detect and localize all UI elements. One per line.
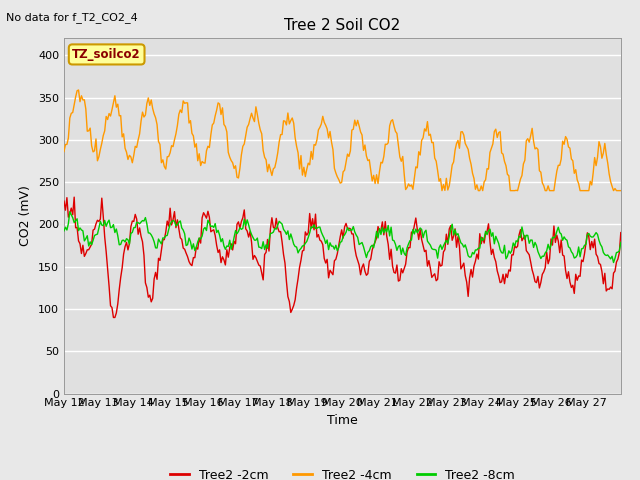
X-axis label: Time: Time xyxy=(327,414,358,427)
Title: Tree 2 Soil CO2: Tree 2 Soil CO2 xyxy=(284,18,401,33)
Legend: Tree2 -2cm, Tree2 -4cm, Tree2 -8cm: Tree2 -2cm, Tree2 -4cm, Tree2 -8cm xyxy=(164,464,520,480)
Text: No data for f_T2_CO2_4: No data for f_T2_CO2_4 xyxy=(6,12,138,23)
Text: TZ_soilco2: TZ_soilco2 xyxy=(72,48,141,61)
Y-axis label: CO2 (mV): CO2 (mV) xyxy=(19,186,33,246)
